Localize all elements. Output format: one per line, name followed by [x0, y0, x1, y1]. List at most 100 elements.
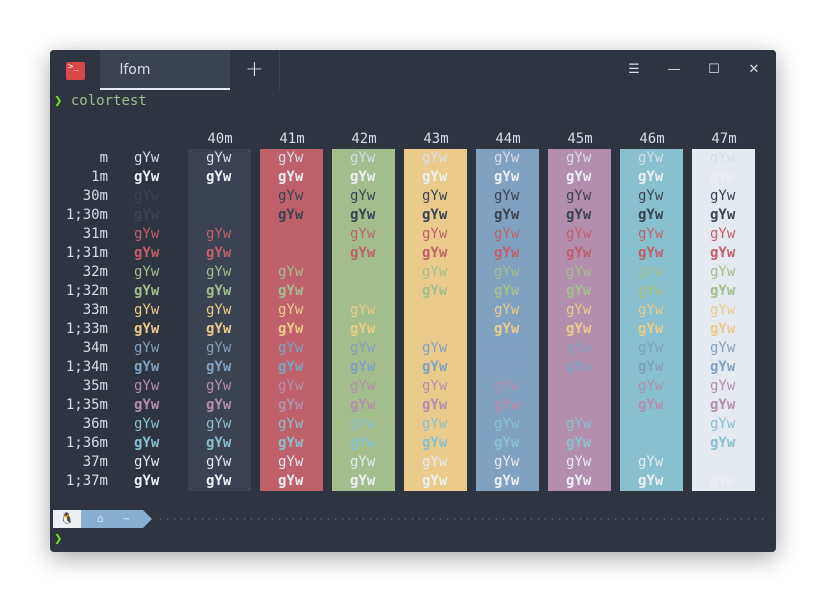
color-sample: gYw — [494, 150, 520, 166]
color-sample: gYw — [350, 207, 376, 223]
color-sample: gYw — [710, 150, 736, 166]
color-sample: gYw — [134, 207, 160, 223]
color-sample: gYw — [422, 416, 448, 432]
color-sample: gYw — [206, 264, 232, 280]
column-header: 43m — [423, 131, 449, 147]
color-sample: gYw — [422, 378, 448, 394]
color-sample: gYw — [710, 169, 736, 185]
color-sample: gYw — [710, 473, 736, 489]
color-sample: gYw — [206, 340, 232, 356]
color-sample: gYw — [350, 169, 376, 185]
color-sample: gYw — [350, 473, 376, 489]
color-sample: gYw — [134, 283, 160, 299]
color-sample: gYw — [566, 169, 592, 185]
column-header: 41m — [279, 131, 305, 147]
color-sample: gYw — [710, 302, 736, 318]
color-sample: gYw — [206, 378, 232, 394]
column-header: 46m — [639, 131, 665, 147]
color-sample: gYw — [206, 150, 232, 166]
color-sample: gYw — [422, 188, 448, 204]
color-sample: gYw — [206, 283, 232, 299]
command-line[interactable]: ❯ colortest — [54, 92, 147, 111]
color-sample: gYw — [206, 321, 232, 337]
new-tab-button[interactable]: + — [230, 50, 280, 90]
color-sample: gYw — [638, 473, 664, 489]
input-prompt[interactable]: ❯ — [54, 529, 62, 549]
minimize-button[interactable]: — — [667, 62, 681, 77]
color-sample: gYw — [422, 473, 448, 489]
row-label: 1;35m — [65, 397, 108, 413]
color-sample: gYw — [422, 340, 448, 356]
color-sample: gYw — [710, 416, 736, 432]
tab-lfom[interactable]: lfom — [100, 50, 230, 90]
row-label: 30m — [82, 188, 108, 204]
title-bar: >_ lfom + ☰ — ☐ ✕ — [50, 50, 776, 90]
color-sample: gYw — [566, 397, 592, 413]
color-sample: gYw — [350, 226, 376, 242]
bg-column-46m — [620, 149, 683, 491]
color-sample: gYw — [134, 302, 160, 318]
bg-column-44m — [476, 149, 539, 491]
prompt-chevron-icon: ❯ — [54, 93, 63, 109]
bg-column-41m — [260, 149, 323, 491]
row-label: 1m — [91, 169, 108, 185]
row-label: 1;32m — [65, 283, 108, 299]
color-sample: gYw — [638, 302, 664, 318]
row-label: 1;31m — [65, 245, 108, 261]
color-sample: gYw — [350, 454, 376, 470]
color-sample: gYw — [278, 378, 304, 394]
color-sample: gYw — [278, 397, 304, 413]
row-label: 1;36m — [65, 435, 108, 451]
color-sample: gYw — [638, 416, 664, 432]
color-sample: gYw — [206, 207, 232, 223]
color-sample: gYw — [134, 340, 160, 356]
row-label: 1;34m — [65, 359, 108, 375]
color-sample: gYw — [494, 378, 520, 394]
color-sample: gYw — [422, 226, 448, 242]
color-sample: gYw — [278, 435, 304, 451]
color-sample: gYw — [278, 245, 304, 261]
color-sample: gYw — [566, 245, 592, 261]
color-sample: gYw — [710, 321, 736, 337]
close-button[interactable]: ✕ — [748, 62, 760, 77]
color-sample: gYw — [350, 378, 376, 394]
color-sample: gYw — [350, 340, 376, 356]
color-sample: gYw — [278, 226, 304, 242]
color-sample: gYw — [638, 435, 664, 451]
color-sample: gYw — [134, 435, 160, 451]
color-sample: gYw — [638, 150, 664, 166]
bg-column-47m — [692, 149, 755, 491]
color-sample: gYw — [422, 283, 448, 299]
menu-icon[interactable]: ☰ — [628, 62, 640, 77]
color-sample: gYw — [422, 169, 448, 185]
color-sample: gYw — [422, 321, 448, 337]
color-sample: gYw — [638, 245, 664, 261]
row-label: 31m — [82, 226, 108, 242]
color-sample: gYw — [278, 188, 304, 204]
column-header: 40m — [207, 131, 233, 147]
maximize-button[interactable]: ☐ — [708, 62, 720, 77]
color-sample: gYw — [350, 264, 376, 280]
terminal-window: >_ lfom + ☰ — ☐ ✕ ❯ colortest 40m 41m 42m 4… — [50, 50, 776, 552]
color-sample: gYw — [494, 359, 520, 375]
color-sample: gYw — [566, 473, 592, 489]
color-sample: gYw — [350, 321, 376, 337]
row-label: 34m — [82, 340, 108, 356]
color-sample: gYw — [278, 302, 304, 318]
color-sample: gYw — [710, 245, 736, 261]
color-sample: gYw — [134, 397, 160, 413]
color-sample: gYw — [422, 150, 448, 166]
path-segment: ⌂ ~ — [81, 510, 143, 528]
color-sample: gYw — [278, 264, 304, 280]
color-sample: gYw — [350, 435, 376, 451]
color-sample: gYw — [206, 188, 232, 204]
column-header: 44m — [495, 131, 521, 147]
color-sample: gYw — [134, 473, 160, 489]
row-label: 32m — [82, 264, 108, 280]
color-sample: gYw — [638, 169, 664, 185]
color-sample: gYw — [638, 397, 664, 413]
tab-label: lfom — [119, 62, 151, 78]
color-sample: gYw — [206, 169, 232, 185]
color-sample: gYw — [206, 473, 232, 489]
color-sample: gYw — [206, 302, 232, 318]
